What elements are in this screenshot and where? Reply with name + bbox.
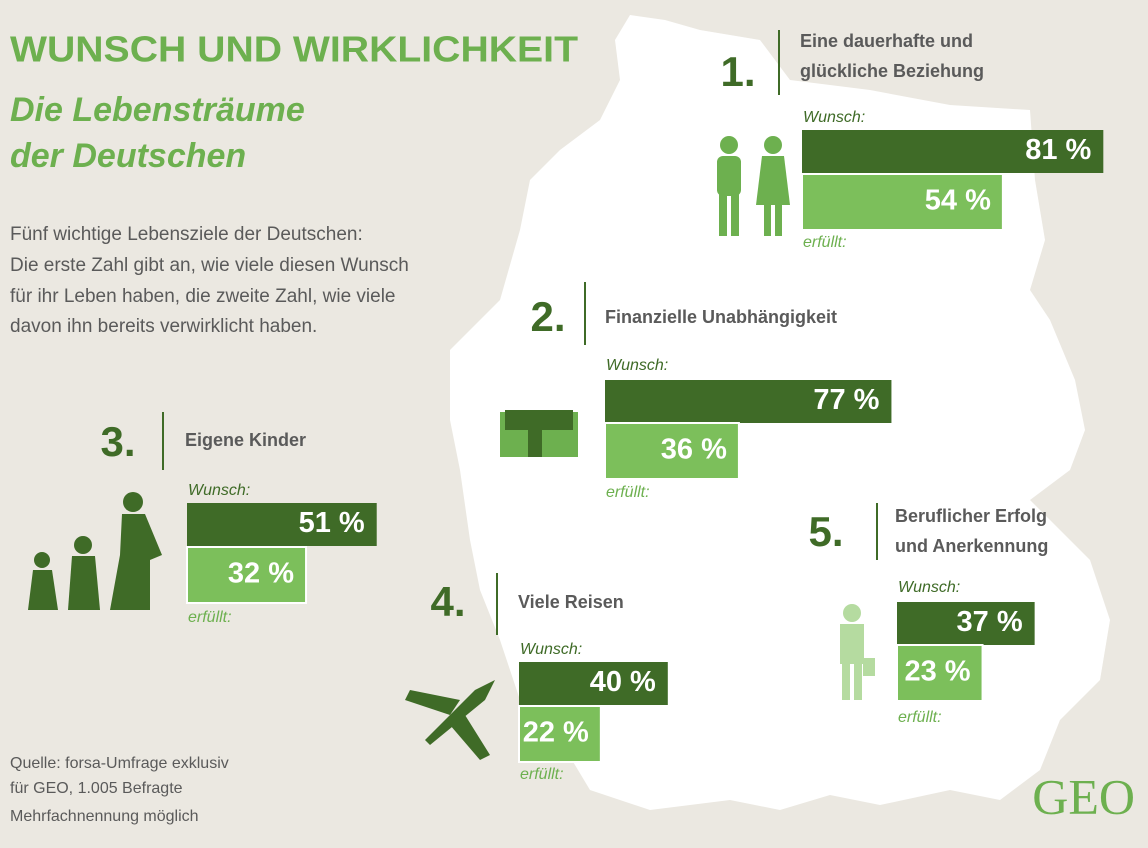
intro-text: für ihr Leben haben, die zweite Zahl, wi… [10,286,396,307]
bar [896,644,984,702]
category-label: erfüllt: [898,709,942,726]
intro-text: davon ihn bereits verwirklicht haben. [10,316,317,337]
rank: 5. [808,508,843,555]
item-title: Beruflicher Erfolg [895,506,1047,526]
category-label: erfüllt: [188,609,232,626]
item-title: und Anerkennung [895,536,1048,556]
value-label: 32 % [228,558,294,590]
source: für GEO, 1.005 Befragte [10,780,183,797]
value-label: 36 % [661,434,727,466]
bar [802,130,1104,173]
bar [519,662,668,705]
subtitle: Die Lebensträume [10,91,305,129]
category-label: Wunsch: [188,482,250,499]
family-icon [28,492,162,610]
bar [518,705,602,763]
item-title: Finanzielle Unabhängigkeit [605,307,837,327]
category-label: Wunsch: [898,579,960,596]
item-title: glückliche Beziehung [800,61,984,81]
bar [605,380,892,423]
value-label: 81 % [1025,134,1091,166]
bar [187,503,377,546]
bar [604,422,740,480]
value-label: 54 % [925,185,991,217]
charts: 1. Eine dauerhafte und glückliche Beziehun… [100,30,1104,783]
category-label: erfüllt: [520,766,564,783]
couple-icon [717,136,790,236]
category-label: Wunsch: [520,641,582,658]
plane-icon [405,680,495,760]
item-title: Viele Reisen [518,592,624,612]
bar [186,546,308,604]
subtitle: der Deutschen [10,137,246,175]
value-label: 22 % [523,717,589,749]
category-label: Wunsch: [606,357,668,374]
item-title: Eine dauerhafte und [800,31,973,51]
businessman-icon [840,604,875,700]
rank: 1. [720,48,755,95]
logo: GEO [1032,768,1135,824]
rank: 3. [100,418,135,465]
intro-text: Fünf wichtige Lebensziele der Deutschen: [10,224,363,245]
intro-text: Die erste Zahl gibt an, wie viele diesen… [10,255,409,276]
item-title: Eigene Kinder [185,430,306,450]
note: Mehrfachnennung möglich [10,808,199,825]
bar [897,602,1035,645]
value-label: 51 % [299,507,365,539]
rank: 4. [430,578,465,625]
value-label: 77 % [813,384,879,416]
money-icon [500,410,578,457]
rank: 2. [530,293,565,340]
source: Quelle: forsa-Umfrage exklusiv [10,755,229,772]
value-label: 23 % [904,656,970,688]
category-label: Wunsch: [803,109,865,126]
value-label: 37 % [957,606,1023,638]
category-label: erfüllt: [803,234,847,251]
value-label: 40 % [590,666,656,698]
title: WUNSCH UND WIRKLICHKEIT [10,29,578,70]
category-label: erfüllt: [606,484,650,501]
bar [801,173,1004,231]
